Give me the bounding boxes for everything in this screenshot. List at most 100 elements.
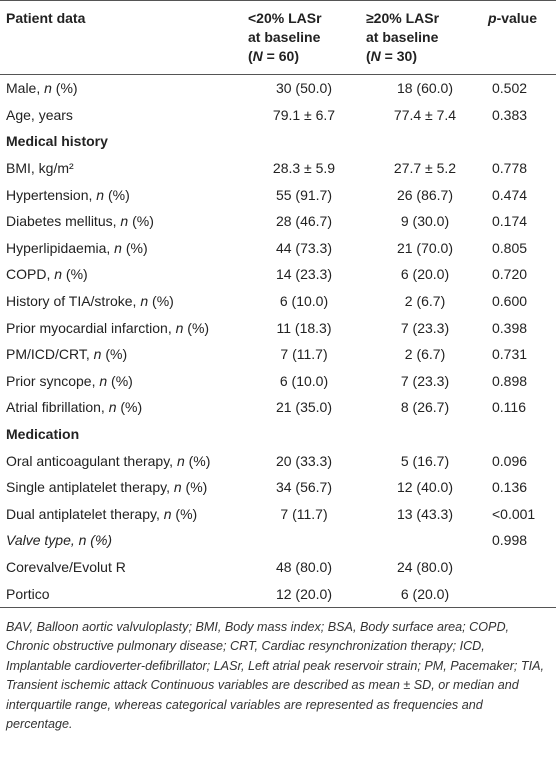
row-label: Oral anticoagulant therapy, n (%) <box>0 447 242 474</box>
cell: 13 (43.3) <box>396 505 454 522</box>
cell: 9 (30.0) <box>400 213 450 230</box>
cell: 48 (80.0) <box>275 558 333 575</box>
header-line: p-value <box>488 9 556 28</box>
data-row: Portico 12 (20.0) 6 (20.0) <box>0 580 556 607</box>
text-segment: (%) <box>183 319 210 336</box>
text-segment: (%) <box>51 80 78 97</box>
cell: 77.4 ± 7.4 <box>393 106 457 123</box>
row-label: Corevalve/Evolut R <box>0 554 242 581</box>
row-label: Atrial fibrillation, n (%) <box>0 394 242 421</box>
cell: 0.898 <box>492 372 528 389</box>
cell: 6 (10.0) <box>279 293 329 310</box>
text-segment: History of TIA/stroke, <box>6 293 141 310</box>
data-row: Male, n (%) 30 (50.0) 18 (60.0) 0.502 <box>0 75 556 102</box>
text-segment: (%) <box>101 346 128 363</box>
cell: 2 (6.7) <box>404 293 446 310</box>
row-label: Male, n (%) <box>0 75 242 102</box>
data-table: Patient data <20% LASr at baseline (N = 60)… <box>0 0 556 608</box>
text-segment: Dual antiplatelet therapy, <box>6 505 164 522</box>
cell: 21 (70.0) <box>396 239 454 256</box>
header-line: <20% LASr <box>248 9 360 28</box>
cell: 6 (10.0) <box>279 372 329 389</box>
data-row: Diabetes mellitus, n (%) 28 (46.7) 9 (30.0… <box>0 208 556 235</box>
cell: 6 (20.0) <box>400 266 450 283</box>
cell: 0.398 <box>492 319 528 336</box>
cell: 0.600 <box>492 293 528 310</box>
cell: 14 (23.3) <box>275 266 333 283</box>
text-segment: Patient data <box>6 10 86 26</box>
row-label: Single antiplatelet therapy, n (%) <box>0 474 242 501</box>
text-segment: (%) <box>181 479 208 496</box>
data-row: Single antiplatelet therapy, n (%) 34 (56… <box>0 474 556 501</box>
section-label: Medical history <box>6 133 108 150</box>
footnote: BAV, Balloon aortic valvuloplasty; BMI, … <box>6 619 545 732</box>
text-segment: p <box>488 10 497 26</box>
cell: 12 (20.0) <box>275 585 333 602</box>
text-segment: Age, years <box>6 106 73 123</box>
header-cell: p-value <box>484 0 556 75</box>
cell: 27.7 ± 5.2 <box>393 160 457 177</box>
text-segment: Portico <box>6 585 50 602</box>
text-segment: Diabetes mellitus, <box>6 213 121 230</box>
cell: 28.3 ± 5.9 <box>272 160 336 177</box>
cell: 44 (73.3) <box>275 239 333 256</box>
row-label: Prior syncope, n (%) <box>0 368 242 395</box>
cell: 0.720 <box>492 266 528 283</box>
cell: 7 (11.7) <box>280 505 328 522</box>
row-label: Diabetes mellitus, n (%) <box>0 208 242 235</box>
cell: 7 (23.3) <box>400 319 450 336</box>
header-line: ≥20% LASr <box>366 9 484 28</box>
text-segment: Male, <box>6 80 45 97</box>
data-row: Dual antiplatelet therapy, n (%) 7 (11.7)… <box>0 501 556 528</box>
cell: <0.001 <box>492 505 536 522</box>
text-segment: n <box>140 293 149 310</box>
text-segment: n <box>163 505 172 522</box>
cell: 26 (86.7) <box>396 186 454 203</box>
text-segment: Valve type, n (%) <box>6 532 113 549</box>
cell: 0.383 <box>492 106 528 123</box>
cell: 0.136 <box>492 479 528 496</box>
text-segment: at baseline <box>248 29 321 45</box>
row-label: History of TIA/stroke, n (%) <box>0 288 242 315</box>
text-segment: Single antiplatelet therapy, <box>6 479 174 496</box>
row-label: Age, years <box>0 102 242 129</box>
cell: 24 (80.0) <box>396 558 454 575</box>
cell: 0.731 <box>492 346 528 363</box>
header-cell: Patient data <box>0 0 242 75</box>
text-segment: = 60) <box>262 48 299 64</box>
cell: 11 (18.3) <box>276 319 332 336</box>
text-segment: n <box>175 319 184 336</box>
cell: 8 (26.7) <box>400 399 450 416</box>
row-label: Prior myocardial infarction, n (%) <box>0 314 242 341</box>
text-segment: Prior myocardial infarction, <box>6 319 176 336</box>
cell: 18 (60.0) <box>396 80 454 97</box>
text-segment: (%) <box>148 293 174 310</box>
cell: 7 (23.3) <box>400 372 450 389</box>
text-segment: PM/ICD/CRT, <box>6 346 94 363</box>
data-row: Oral anticoagulant therapy, n (%) 20 (33.… <box>0 447 556 474</box>
section-row: Medical history <box>0 128 556 155</box>
text-segment: BMI, kg/m² <box>6 160 74 177</box>
data-row: Age, years 79.1 ± 6.7 77.4 ± 7.4 0.383 <box>0 102 556 129</box>
text-segment: (%) <box>184 452 211 469</box>
row-label: COPD, n (%) <box>0 261 242 288</box>
text-segment: Corevalve/Evolut R <box>6 558 126 575</box>
data-row: History of TIA/stroke, n (%) 6 (10.0) 2 (6… <box>0 288 556 315</box>
header-row: Patient data <20% LASr at baseline (N = 60)… <box>0 0 556 75</box>
cell: 0.474 <box>492 186 528 203</box>
text-segment: (%) <box>107 372 133 389</box>
data-row: PM/ICD/CRT, n (%) 7 (11.7) 2 (6.7) 0.731 <box>0 341 556 368</box>
data-row: Valve type, n (%) 0.998 <box>0 527 556 554</box>
cell: 55 (91.7) <box>275 186 333 203</box>
cell: 0.502 <box>492 80 528 97</box>
text-segment: Hyperlipidaemia, <box>6 239 115 256</box>
cell <box>484 554 556 581</box>
cell: 6 (20.0) <box>400 585 450 602</box>
data-row: COPD, n (%) 14 (23.3) 6 (20.0) 0.720 <box>0 261 556 288</box>
cell: 0.778 <box>492 160 528 177</box>
text-segment: N <box>370 48 381 64</box>
text-segment: n <box>173 479 182 496</box>
cell <box>360 527 484 554</box>
cell: 79.1 ± 6.7 <box>272 106 336 123</box>
row-label: Hypertension, n (%) <box>0 181 242 208</box>
